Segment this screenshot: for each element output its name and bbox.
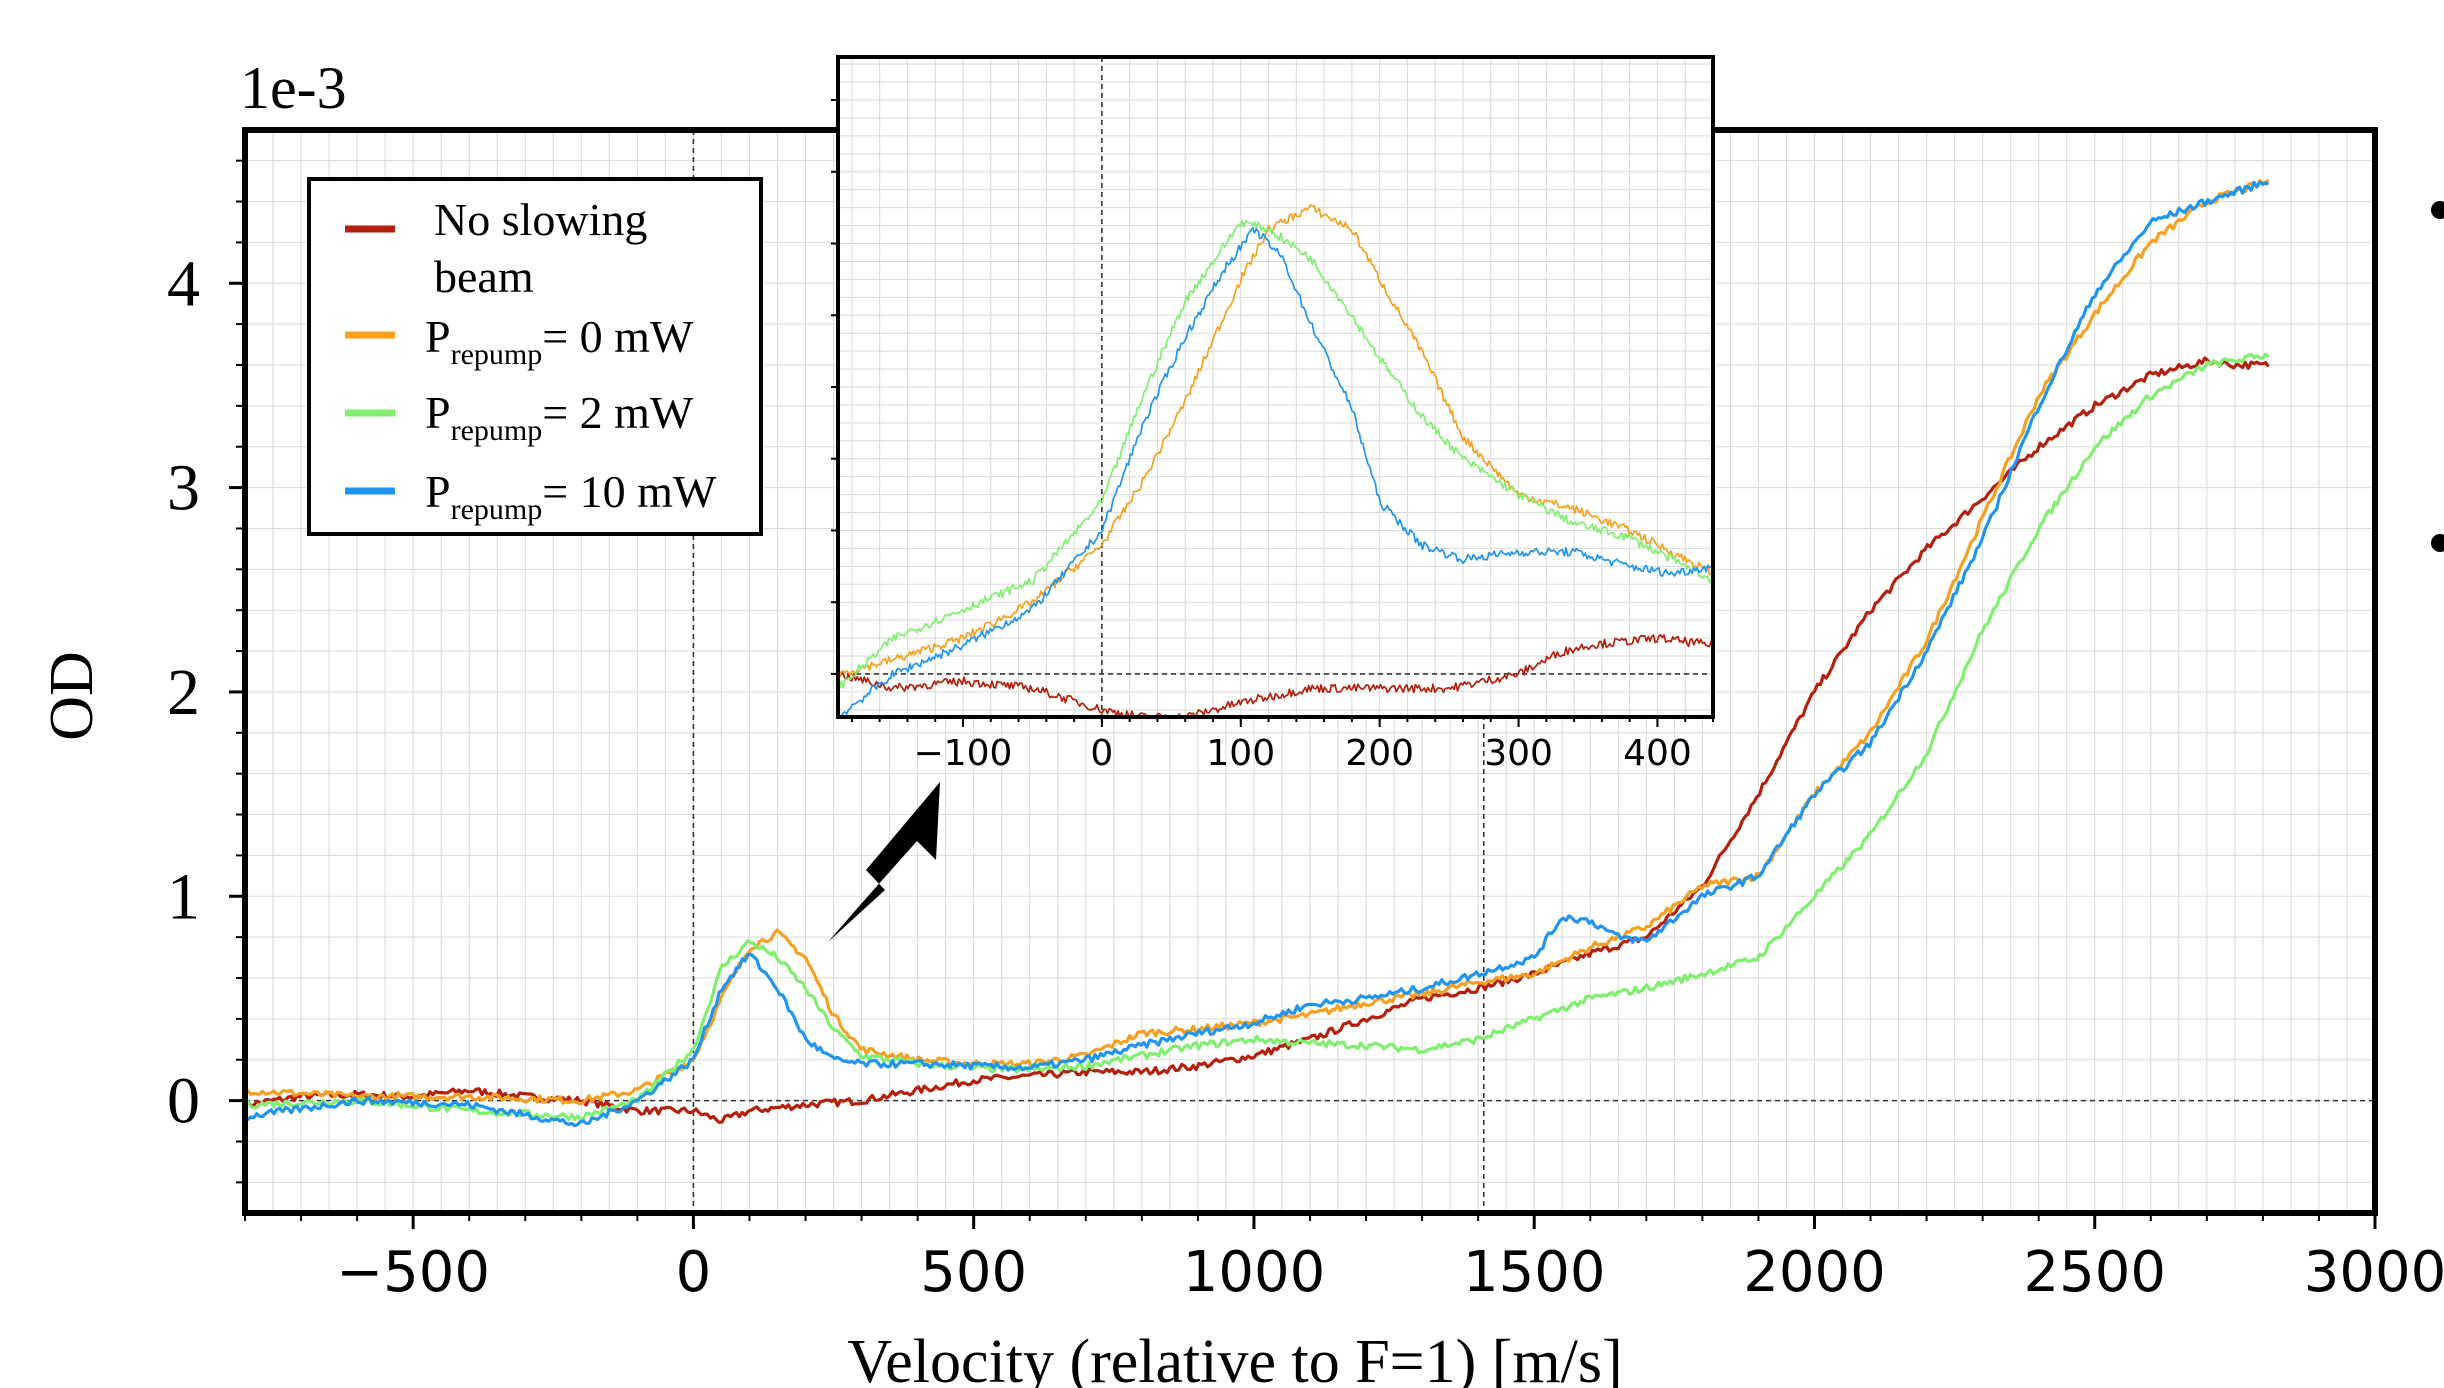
y-multiplier-label: 1e-3 [240,55,347,121]
series-line-p2 [838,219,1713,689]
legend-label-p-repump-2mw: Prepump= 2 mW [425,387,694,447]
slide-bullet-dot [2431,534,2444,552]
legend-label-p-repump-10mw: Prepump= 10 mW [425,466,717,526]
x-tick-label: −500 [336,1240,490,1305]
x-tick-label: 500 [920,1240,1027,1305]
x-tick-label: 3000 [2304,1240,2444,1305]
x-tick-label: 0 [676,1240,712,1305]
y-axis-label: OD [38,651,106,741]
y-tick-label: 3 [167,452,200,525]
legend-label-p-repump-0mw: Prepump= 0 mW [425,311,694,371]
x-tick-label: 2500 [2023,1240,2166,1305]
x-tick-label: 400 [1623,733,1692,774]
main-series-lines [245,178,2270,1128]
x-tick-label: 100 [1206,733,1275,774]
inset-grid [838,57,1713,717]
y-tick-label: 1 [167,860,200,933]
x-tick-label: 1500 [1463,1240,1606,1305]
series-line-p2 [245,352,2270,1122]
legend-label-no-slowing-beam: No slowing beam [434,194,659,302]
series-line-no_beam [838,634,1713,717]
x-tick-label: −100 [914,733,1013,774]
series-line-p0 [838,204,1713,677]
inset-ticks: −100 0 100 200 300 400 [831,99,1714,774]
x-tick-label: 0 [1090,733,1113,774]
slide-bullet-dot [2431,201,2444,219]
y-tick-label: 0 [167,1065,200,1138]
inset-pointer-arrow [828,782,940,942]
x-tick-label: 200 [1345,733,1414,774]
legend: No slowing beam Prepump= 0 mW Prepump= 2… [307,177,763,536]
inset-plot: −100 0 100 200 300 400 [831,55,1715,774]
x-tick-label: 1000 [1183,1240,1326,1305]
y-tick-label: 4 [167,247,200,320]
y-tick-label: 2 [167,656,200,729]
inset-series-lines [838,204,1713,717]
series-line-p0 [245,178,2270,1106]
series-line-p10 [245,180,2270,1128]
legend-box [307,177,763,536]
x-tick-label: 2000 [1743,1240,1886,1305]
x-tick-label: 300 [1484,733,1553,774]
x-axis-label: Velocity (relative to F=1) [m/s] [847,1328,1622,1388]
inset-reference-lines [838,57,1713,717]
series-line-p10 [838,226,1713,717]
